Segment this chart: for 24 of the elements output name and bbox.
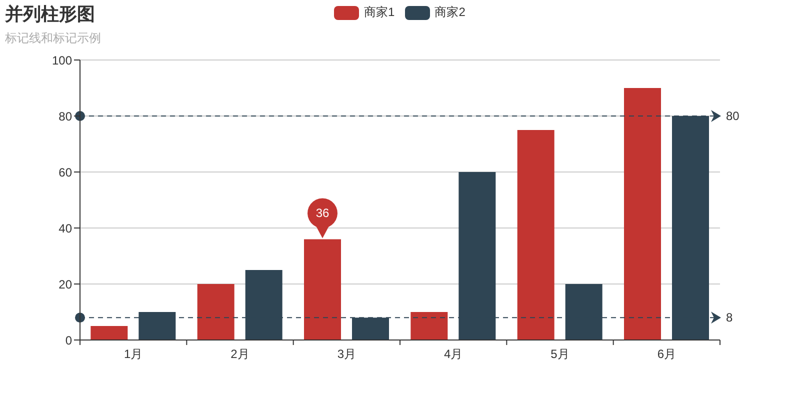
y-tick-label: 80 bbox=[58, 109, 72, 124]
bar bbox=[624, 88, 661, 340]
bar bbox=[90, 326, 128, 340]
x-tick-label: 6月 bbox=[657, 347, 676, 361]
y-tick-label: 60 bbox=[58, 165, 72, 180]
x-tick-label: 3月 bbox=[337, 347, 356, 361]
ref-line-label: 8 bbox=[726, 310, 733, 325]
y-tick-label: 100 bbox=[52, 53, 72, 68]
bar bbox=[517, 130, 554, 340]
chart-subtitle: 标记线和标记示例 bbox=[5, 31, 101, 45]
legend-label: 商家1 bbox=[364, 4, 395, 21]
y-tick-label: 40 bbox=[58, 221, 72, 236]
x-tick-label: 2月 bbox=[230, 347, 250, 361]
legend-label: 商家2 bbox=[434, 4, 466, 21]
data-label: 36 bbox=[316, 206, 330, 220]
x-tick-label: 1月 bbox=[124, 347, 143, 361]
y-tick-label: 0 bbox=[65, 333, 72, 348]
x-tick-label: 5月 bbox=[550, 347, 570, 361]
bar bbox=[197, 284, 234, 340]
chart-title: 并列柱形图 bbox=[5, 4, 95, 24]
bar bbox=[410, 312, 448, 340]
y-tick-label: 20 bbox=[58, 277, 72, 292]
ref-line-label: 80 bbox=[726, 109, 740, 123]
x-tick-label: 4月 bbox=[444, 347, 463, 361]
